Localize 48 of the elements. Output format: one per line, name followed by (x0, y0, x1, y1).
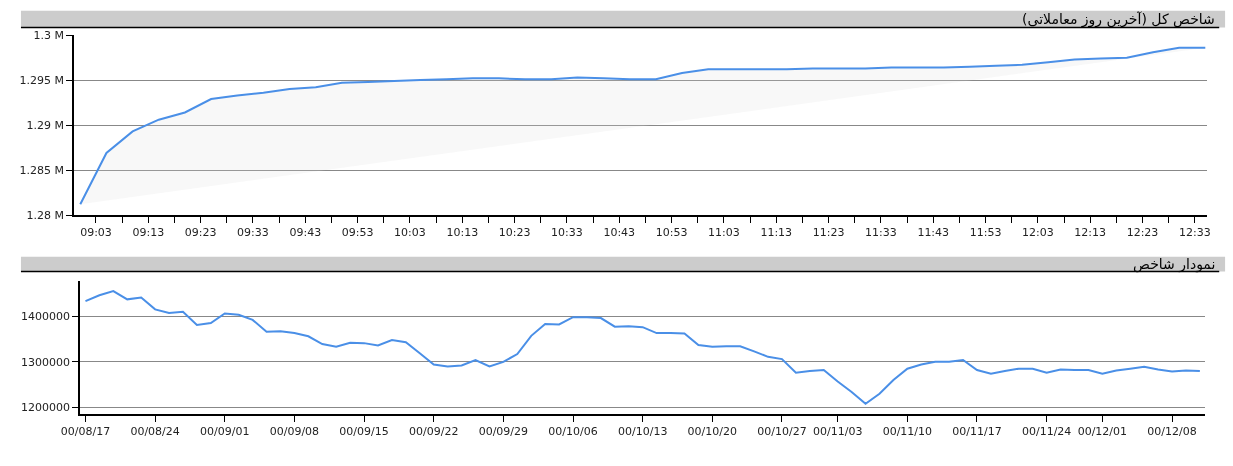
x-tick-label: 00/11/24 (1021, 425, 1072, 439)
x-tick-label: 09:23 (184, 225, 217, 239)
y-tick-label: 1200000 (20, 401, 70, 415)
y-tick-label: 1400000 (20, 310, 70, 324)
x-tick-label: 10:43 (603, 225, 636, 239)
x-tick-label: 09:43 (289, 225, 322, 239)
x-tick-label: 10:23 (498, 225, 531, 239)
x-tick-label: 00/09/15 (339, 425, 389, 439)
x-tick-label: 10:33 (551, 225, 583, 239)
x-tick-label: 12:33 (1179, 225, 1211, 239)
y-tick-label: 1.28 M (26, 208, 65, 222)
y-tick-label: 1.285 M (19, 163, 65, 177)
x-tick-label: 00/11/10 (882, 425, 933, 439)
x-tick-label: 00/12/01 (1077, 425, 1128, 439)
y-tick-label: 1300000 (20, 355, 70, 369)
chart-title: شاخص کل (آخرین روز معاملاتی) (1022, 11, 1215, 28)
x-tick-label: 11:03 (708, 225, 740, 239)
y-tick-label: 1.29 M (26, 118, 65, 132)
x-tick-label: 00/11/17 (952, 425, 1002, 439)
x-tick-label: 09:13 (132, 225, 165, 239)
x-tick-label: 00/11/03 (812, 425, 863, 439)
x-tick-label: 12:03 (1022, 225, 1054, 239)
x-tick-label: 00/12/08 (1147, 425, 1197, 439)
x-tick-label: 11:13 (760, 225, 793, 239)
y-tick-label: 1.295 M (19, 73, 65, 87)
x-tick-label: 00/09/01 (200, 425, 250, 439)
x-tick-label: 00/10/06 (548, 425, 598, 439)
x-tick-label: 00/10/27 (757, 425, 807, 439)
x-tick-label: 11:43 (917, 225, 950, 239)
x-tick-label: 11:53 (969, 225, 1002, 239)
y-tick-label: 1.3 M (33, 29, 65, 43)
x-tick-label: 10:13 (446, 225, 479, 239)
x-tick-label: 09:53 (341, 225, 374, 239)
x-tick-label: 00/09/08 (269, 425, 320, 439)
x-tick-label: 10:53 (655, 225, 688, 239)
x-tick-label: 09:33 (237, 225, 269, 239)
x-tick-label: 12:13 (1074, 225, 1107, 239)
x-tick-label: 00/10/20 (687, 425, 738, 439)
x-tick-label: 09:03 (80, 225, 112, 239)
x-tick-label: 00/09/22 (409, 425, 459, 439)
x-tick-label: 10:03 (394, 225, 426, 239)
x-tick-label: 00/08/17 (60, 425, 111, 439)
x-tick-label: 11:33 (865, 225, 897, 239)
x-tick-label: 00/10/13 (617, 425, 668, 439)
x-tick-label: 00/09/29 (478, 425, 529, 439)
x-tick-label: 00/08/24 (130, 425, 180, 439)
x-tick-label: 11:23 (812, 225, 845, 239)
x-tick-label: 12:23 (1126, 225, 1159, 239)
